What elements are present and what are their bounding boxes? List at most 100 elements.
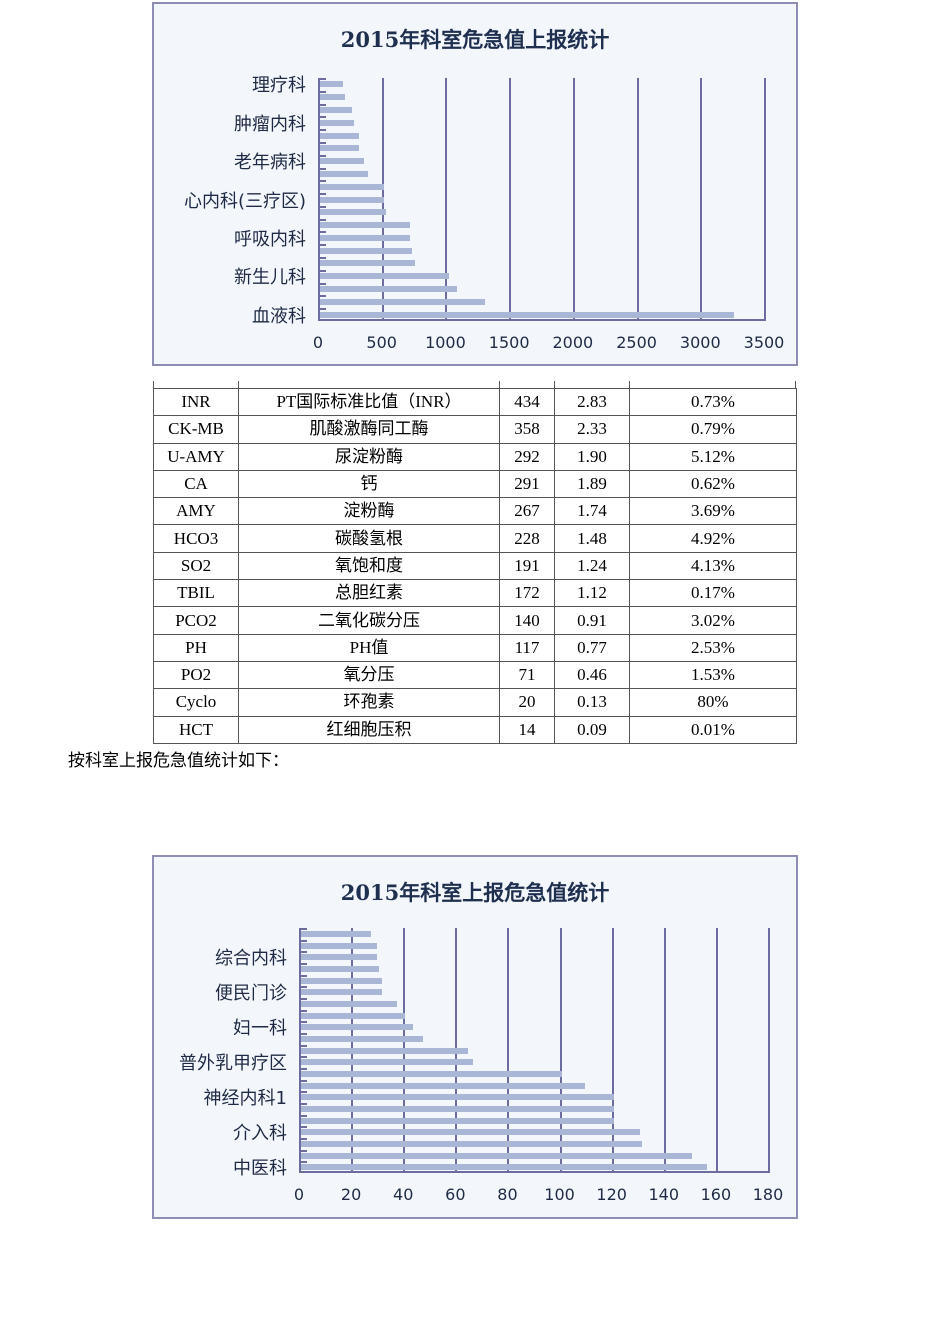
cell-item-name: 肌酸激酶同工酶 (238, 415, 500, 444)
cell-item-code: Cyclo (153, 688, 239, 717)
category-label: 介入科 (233, 1123, 287, 1145)
category-label: 神经内科1 (203, 1088, 287, 1110)
cell-item-name: 氧饱和度 (238, 551, 500, 581)
category-label: 老年病科 (234, 152, 306, 174)
category-label: 呼吸内科 (234, 228, 306, 250)
category-label: 理疗科 (252, 75, 306, 97)
y-tick (320, 116, 326, 119)
y-tick (301, 1056, 307, 1059)
bar (301, 1129, 640, 1136)
bar (301, 1105, 614, 1112)
table-row: TBIL 总胆红素 172 1.12 0.17% (153, 579, 797, 608)
bar (320, 286, 458, 293)
bar (301, 965, 380, 972)
cell-item-name: 二氧化碳分压 (238, 606, 500, 635)
bar (301, 1012, 406, 1019)
bar (301, 1152, 692, 1159)
cell-ratio: 2.33 (554, 415, 630, 444)
category-label: 便民门诊 (215, 983, 287, 1005)
category-label: 肿瘤内科 (234, 113, 306, 135)
y-tick (320, 282, 326, 285)
gridline (768, 928, 770, 1173)
cell-ratio: 1.12 (554, 579, 630, 608)
y-tick (320, 167, 326, 170)
bar (320, 311, 735, 318)
chart-department-reports: 2015年科室上报危急值统计 综合内科 便民门诊 妇一科 普外乳甲疗区 神经内科1 介入科… (152, 855, 798, 1219)
cell-percentage: 3.69% (629, 497, 797, 526)
section-intro-text: 按科室上报危急值统计如下： (68, 751, 289, 770)
cell-ratio: 1.90 (554, 442, 630, 471)
cell-percentage: 0.79% (629, 415, 797, 444)
bar (301, 1117, 614, 1124)
bar (301, 1035, 424, 1042)
cell-item-name: 红细胞压积 (238, 715, 500, 744)
cell-ratio: 0.91 (554, 606, 630, 635)
cell-item-code: HCT (153, 715, 239, 744)
table-row: HCO3 碳酸氢根 228 1.48 4.92% (153, 524, 797, 553)
x-tick-label: 160 (700, 1185, 732, 1204)
y-tick (320, 78, 326, 80)
cell-item-code: PCO2 (153, 606, 239, 635)
y-tick (301, 998, 307, 1000)
cell-percentage: 5.12% (629, 442, 797, 471)
y-tick (320, 244, 326, 247)
y-tick (301, 1033, 307, 1035)
bar (320, 273, 450, 280)
cell-item-code: SO2 (153, 551, 239, 581)
bar (301, 930, 372, 937)
y-axis (299, 928, 301, 1173)
y-tick (301, 939, 307, 942)
plot-area (318, 78, 766, 321)
plot-area (299, 928, 770, 1173)
y-tick (320, 154, 326, 157)
table-row: U-AMY 尿淀粉酶 292 1.90 5.12% (153, 442, 797, 471)
gridline (636, 78, 639, 321)
bar (301, 1164, 708, 1171)
bar (320, 222, 410, 229)
bar (320, 158, 364, 165)
cell-ratio: 0.09 (554, 715, 630, 744)
cell-item-code: HCO3 (153, 524, 239, 553)
cell-percentage: 1.53% (629, 660, 797, 690)
cell-ratio: 1.24 (554, 551, 630, 581)
chart-title: 2015年科室危急值上报统计 (340, 27, 610, 52)
chart-title: 2015年科室上报危急值统计 (340, 880, 610, 905)
y-tick (320, 231, 326, 234)
cell-ratio: 1.89 (554, 469, 630, 499)
cell-count: 172 (499, 579, 555, 608)
cell-item-code: PH (153, 633, 239, 662)
x-tick-label: 180 (752, 1185, 784, 1204)
bar (320, 145, 359, 152)
y-tick (301, 1114, 307, 1117)
x-axis (318, 319, 764, 321)
cell-percentage: 0.01% (629, 715, 797, 744)
y-tick (320, 218, 326, 221)
x-tick-label: 2000 (552, 333, 594, 352)
cell-percentage: 4.92% (629, 524, 797, 553)
gridline (715, 928, 718, 1173)
gridline (611, 928, 614, 1173)
y-tick (301, 1079, 307, 1082)
bar (320, 209, 387, 216)
gridline (572, 78, 575, 321)
y-tick (320, 205, 326, 208)
y-tick (301, 1138, 307, 1140)
table-row: PCO2 二氧化碳分压 140 0.91 3.02% (153, 606, 797, 635)
cell-item-name: 氧分压 (238, 660, 500, 690)
table-row: CA 钙 291 1.89 0.62% (153, 469, 797, 499)
y-tick (301, 1149, 307, 1152)
table-row: SO2 氧饱和度 191 1.24 4.13% (153, 551, 797, 581)
gridline (700, 78, 703, 321)
gridline (509, 78, 512, 321)
y-tick (320, 295, 326, 298)
category-label: 普外乳甲疗区 (179, 1053, 287, 1075)
category-label: 妇一科 (233, 1018, 287, 1040)
x-tick-label: 0 (293, 1185, 305, 1204)
cell-count: 140 (499, 606, 555, 635)
cell-percentage: 4.13% (629, 551, 797, 581)
x-tick-label: 20 (340, 1185, 362, 1204)
cell-item-code: PO2 (153, 660, 239, 690)
x-tick-label: 120 (596, 1185, 627, 1204)
category-label: 血液科 (252, 305, 306, 327)
bar (301, 1000, 398, 1007)
